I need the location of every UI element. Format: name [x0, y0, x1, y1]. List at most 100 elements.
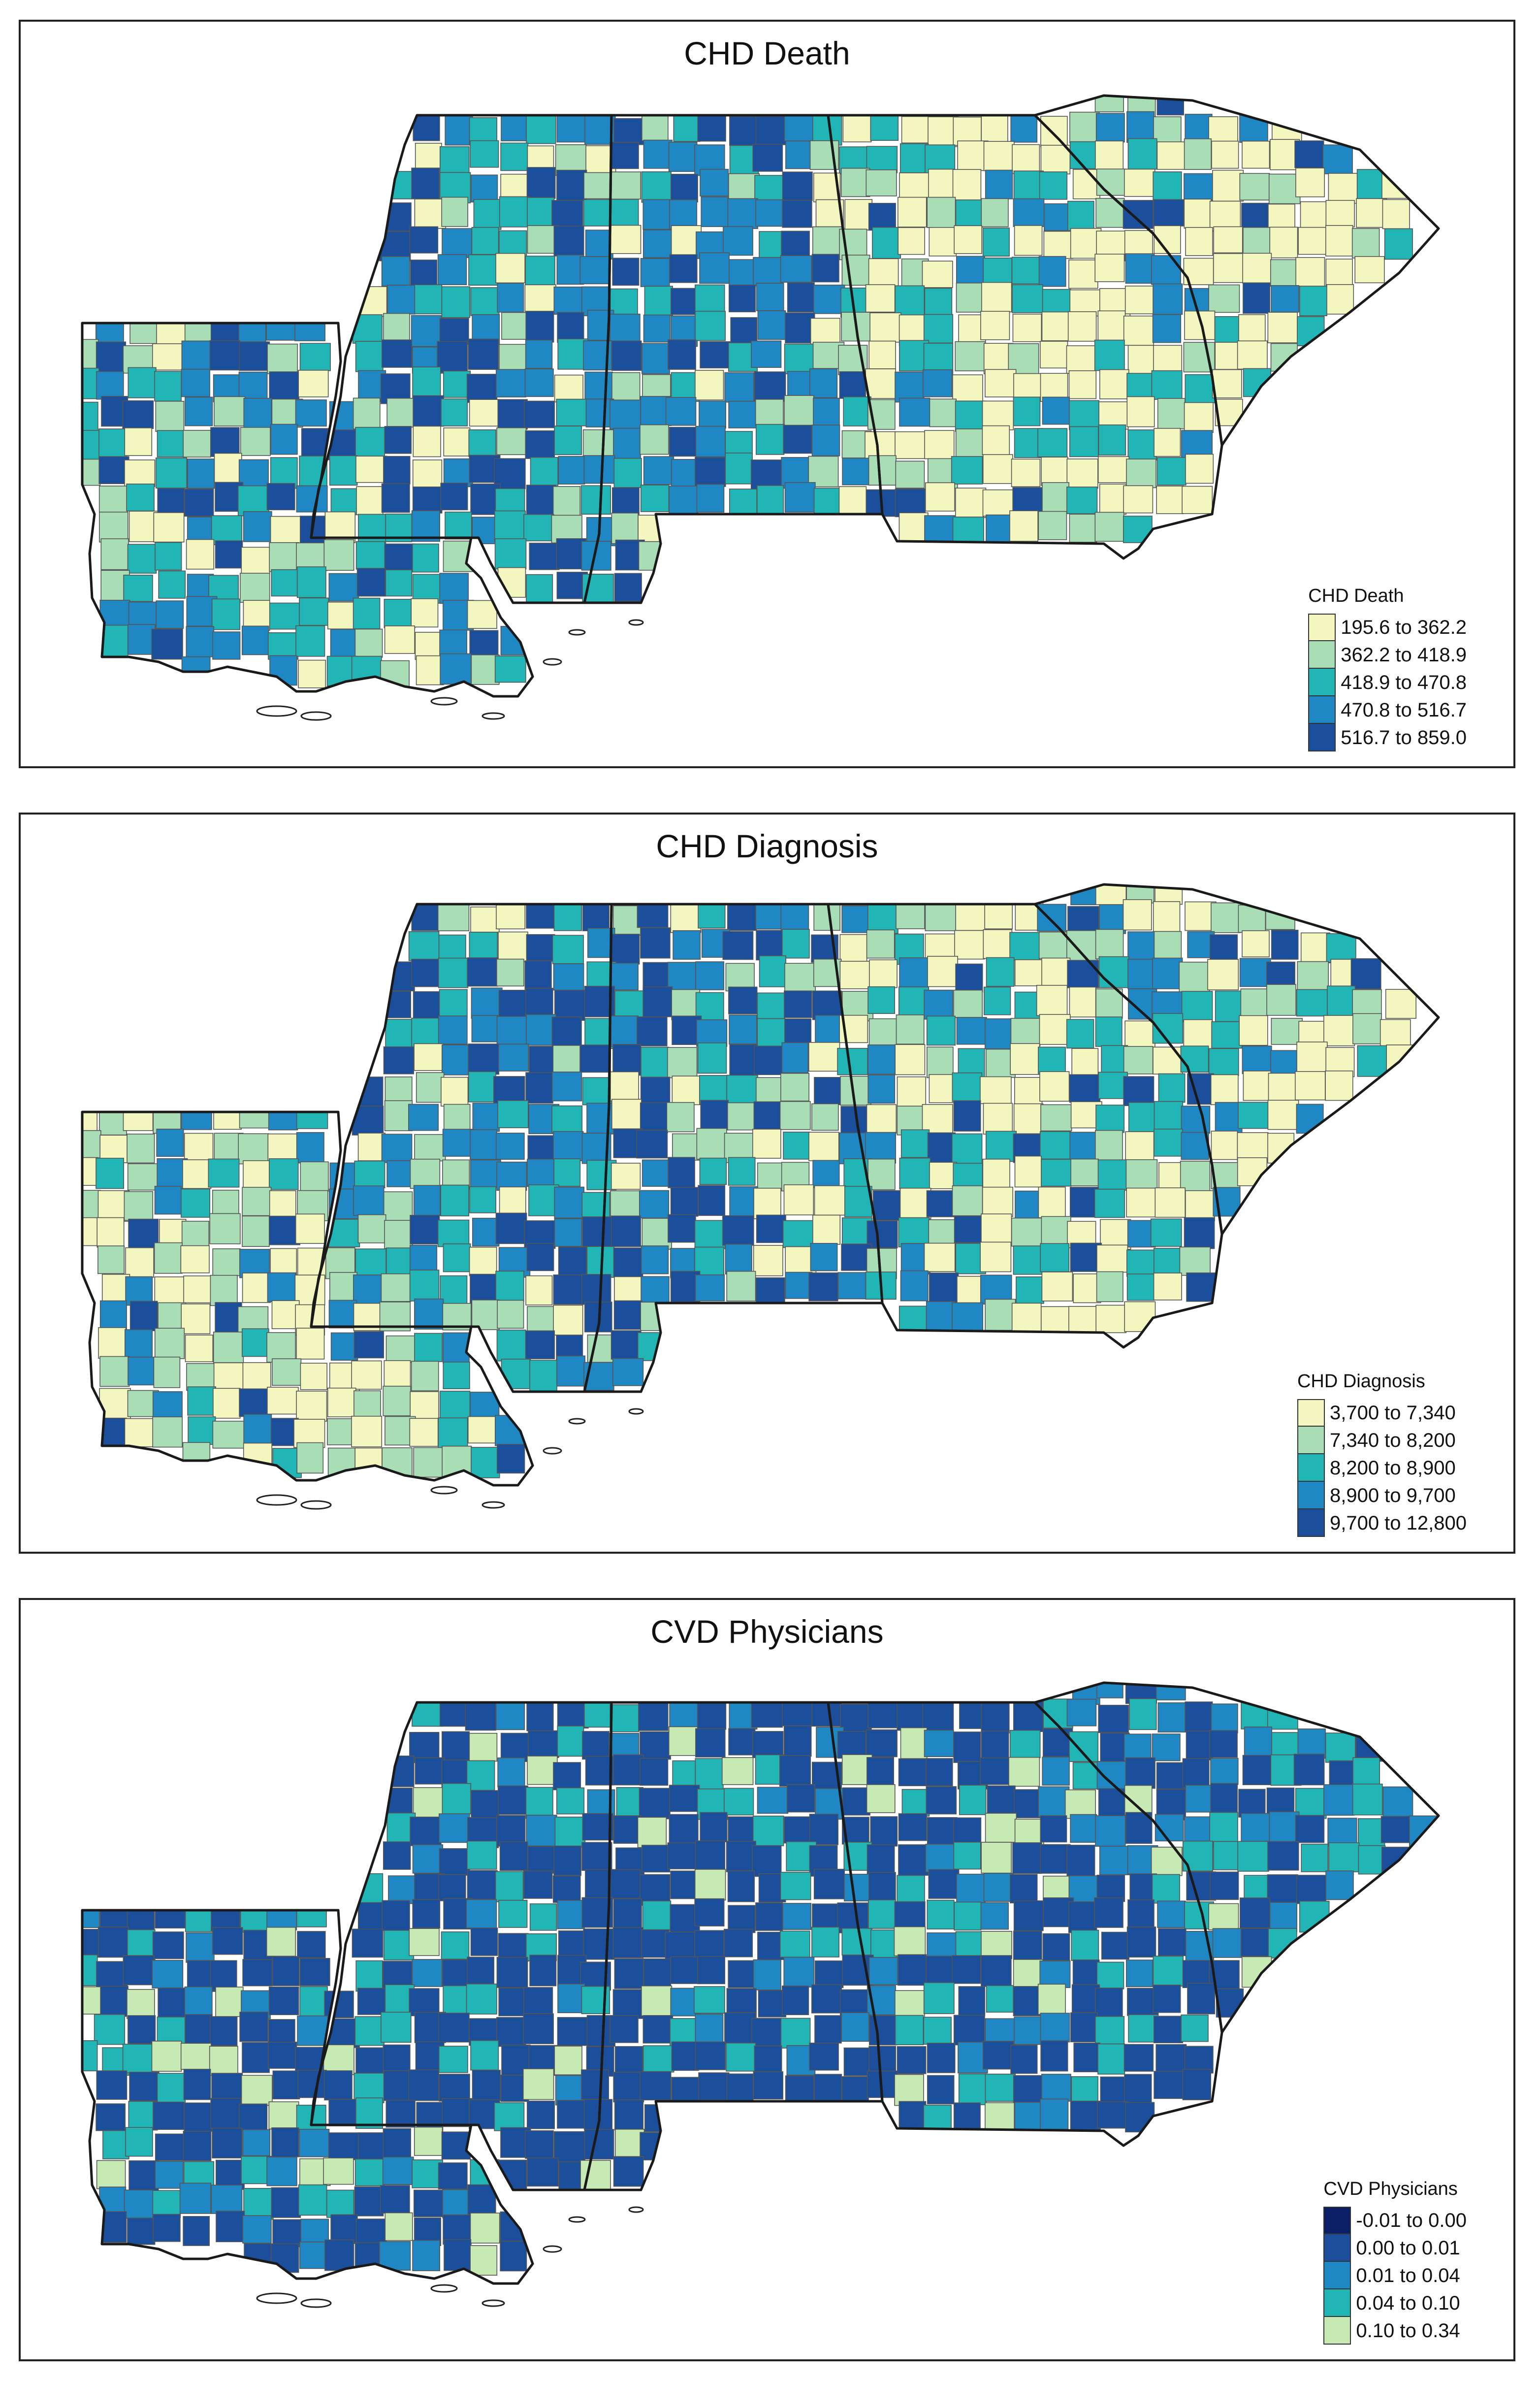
coastal-island [568, 629, 586, 636]
county-la [212, 1927, 243, 1955]
coastal-island [481, 1501, 505, 1509]
county-al [668, 1214, 696, 1243]
county-ms [445, 114, 473, 146]
county-ga [1011, 1303, 1042, 1333]
county-al [729, 1186, 758, 1217]
county-la [239, 1100, 269, 1129]
county-la [296, 1132, 324, 1164]
county-sc [1237, 1157, 1268, 1186]
county-ms [467, 1957, 494, 1985]
county-ms [498, 989, 527, 1020]
county-al [669, 1814, 699, 1845]
county-sc [1040, 116, 1068, 147]
county-sc [1384, 228, 1413, 260]
county-ms [556, 169, 587, 201]
county-la [330, 2214, 358, 2244]
county-ms [525, 1787, 553, 1819]
county-ms [529, 1955, 557, 1987]
county-sc [1352, 1757, 1380, 1786]
county-la [129, 313, 160, 344]
county-sc [1185, 227, 1213, 256]
county-al [614, 990, 645, 1020]
county-sc [1327, 985, 1356, 1016]
county-la [155, 400, 185, 432]
county-ga [899, 1157, 931, 1190]
county-ga [1099, 484, 1127, 515]
county-ga [1071, 2076, 1098, 2105]
county-al [753, 1101, 783, 1130]
county-al [729, 259, 756, 288]
county-la [444, 2239, 472, 2271]
county-sc [1325, 1070, 1353, 1101]
county-sc [1294, 140, 1324, 168]
county-al [728, 1960, 757, 1988]
county-ms [441, 1076, 469, 1107]
county-ga [1153, 1272, 1182, 1301]
county-ga [1014, 959, 1043, 986]
county-al [610, 1071, 640, 1102]
county-ga [1181, 1132, 1209, 1160]
legend-label: -0.01 to 0.00 [1356, 2209, 1467, 2231]
county-ga [1151, 370, 1183, 400]
county-al [640, 258, 670, 287]
county-ms [496, 958, 524, 987]
county-ga [1066, 458, 1098, 489]
county-al [695, 284, 725, 315]
county-al [668, 141, 698, 172]
county-ms [523, 2013, 554, 2044]
county-la [215, 1987, 244, 2017]
county-ms [443, 458, 473, 488]
county-la [183, 2216, 210, 2246]
county-ga [1126, 373, 1156, 400]
county-ms [381, 1134, 413, 1163]
county-al [755, 399, 784, 426]
county-la [266, 1926, 296, 1957]
county-al [612, 258, 640, 286]
county-ga [1070, 1158, 1099, 1186]
county-ms [385, 1019, 415, 1051]
county-ga [1182, 2068, 1212, 2100]
county-la [383, 1386, 411, 1416]
county-sc [1179, 961, 1210, 993]
county-sc [1267, 1841, 1299, 1871]
county-sc [1380, 1019, 1411, 1049]
county-ms [328, 2099, 358, 2126]
county-la [153, 2214, 181, 2242]
county-al [784, 963, 816, 993]
county-ga [1068, 1901, 1097, 1933]
county-ms [553, 1762, 581, 1791]
county-ga [1127, 429, 1157, 461]
coastal-island [430, 1486, 458, 1495]
county-la [152, 1391, 183, 1421]
county-ms [383, 1046, 415, 1075]
county-la [300, 1161, 329, 1192]
county-la [82, 430, 101, 460]
county-ms [553, 2131, 585, 2163]
county-ga [1040, 145, 1071, 175]
county-la [354, 2158, 385, 2186]
county-ms [526, 485, 557, 517]
county-ms [496, 1161, 527, 1191]
county-la [124, 427, 153, 456]
county-la [500, 626, 531, 655]
county-sc [1212, 369, 1242, 398]
county-ms [553, 286, 582, 315]
county-ga [1123, 485, 1154, 514]
county-ga [866, 1757, 895, 1789]
county-ms [497, 283, 524, 313]
county-al [784, 395, 814, 427]
coastal-island [256, 705, 297, 717]
legend-label: 0.04 to 0.10 [1356, 2292, 1460, 2314]
county-ms [353, 397, 381, 429]
county-la [213, 1388, 241, 1419]
county-ga [1180, 1161, 1211, 1193]
county-la [186, 1932, 215, 1963]
county-ms [466, 374, 498, 403]
county-la [323, 539, 354, 571]
county-ga [951, 456, 983, 485]
county-al [640, 927, 671, 959]
county-la [181, 1188, 210, 1218]
county-ms [526, 114, 556, 144]
county-ms [525, 430, 555, 459]
county-al [614, 2046, 643, 2074]
